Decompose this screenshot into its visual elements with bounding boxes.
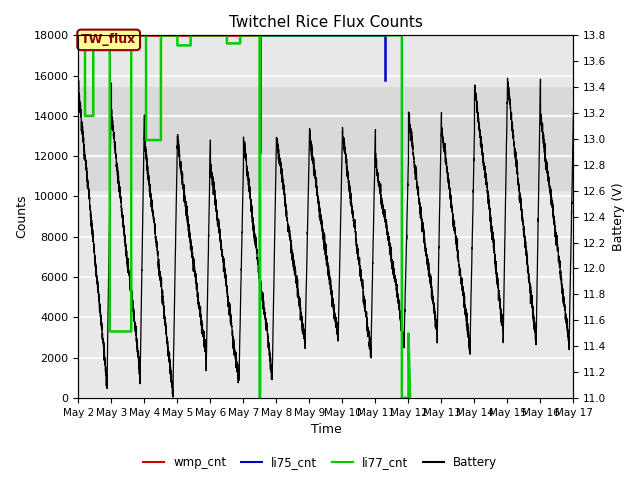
Y-axis label: Battery (V): Battery (V) xyxy=(612,182,625,251)
X-axis label: Time: Time xyxy=(310,423,341,436)
Y-axis label: Counts: Counts xyxy=(15,195,28,239)
Text: TW_flux: TW_flux xyxy=(81,34,136,47)
Title: Twitchel Rice Flux Counts: Twitchel Rice Flux Counts xyxy=(229,15,423,30)
Legend: wmp_cnt, li75_cnt, li77_cnt, Battery: wmp_cnt, li75_cnt, li77_cnt, Battery xyxy=(138,452,502,474)
Bar xyxy=(79,87,573,191)
